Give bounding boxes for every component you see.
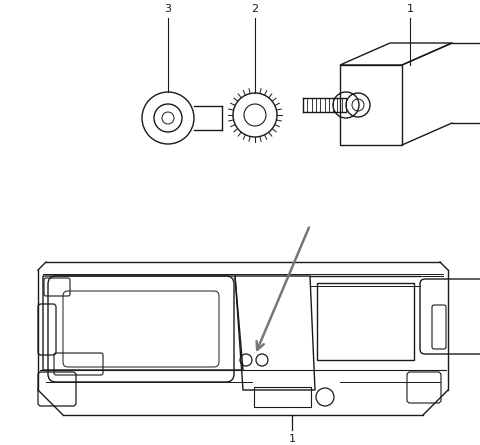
Text: 1: 1 bbox=[407, 4, 413, 14]
Text: 1: 1 bbox=[288, 434, 296, 444]
Text: 3: 3 bbox=[165, 4, 171, 14]
Text: 2: 2 bbox=[252, 4, 259, 14]
